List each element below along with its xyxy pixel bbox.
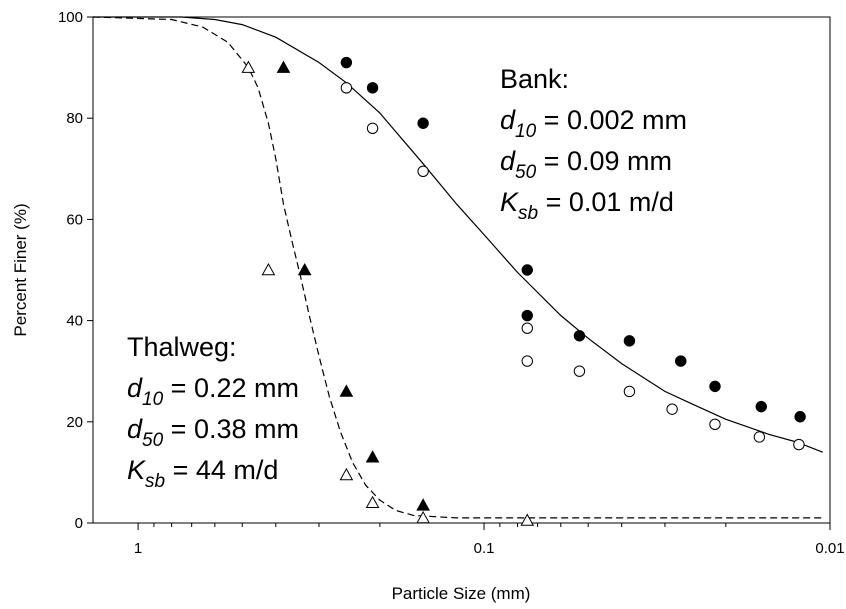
thalweg-point-open	[365, 495, 380, 509]
bank-point-filled	[366, 82, 379, 94]
bank-fit-curve	[93, 16, 823, 453]
y-axis-label: Percent Finer (%)	[11, 203, 30, 336]
x-tick-label: 1	[134, 540, 142, 557]
annotation-subscript: 10	[515, 121, 537, 142]
bank-point-open	[709, 418, 721, 431]
thalweg-point-open	[520, 513, 535, 526]
bank-point-open	[521, 322, 533, 334]
annotation-value: = 0.38 mm	[163, 414, 299, 444]
bank-annotation-line: d10 = 0.002 mm	[500, 105, 687, 142]
annotation-symbol: K	[127, 455, 146, 485]
bank-point-open	[753, 431, 766, 443]
thalweg-point-filled	[297, 262, 312, 276]
thalweg-annotation-line: d50 = 0.38 mm	[127, 414, 299, 451]
y-tick-label: 20	[66, 414, 83, 431]
thalweg-fit-curve	[92, 16, 823, 519]
thalweg-annotation-line: d10 = 0.22 mm	[127, 373, 299, 410]
x-tick-label: 0.01	[815, 540, 844, 557]
annotation-value: = 44 m/d	[165, 455, 278, 485]
bank-point-open	[793, 438, 805, 451]
thalweg-point-filled	[365, 450, 380, 463]
bank-point-filled	[340, 56, 353, 69]
y-tick-label: 100	[58, 9, 83, 26]
annotation-symbol: d	[500, 105, 516, 135]
bank-point-open	[521, 355, 533, 367]
annotation-value: = 0.09 mm	[536, 146, 672, 176]
y-tick-label: 0	[75, 515, 83, 532]
annotation-symbol: d	[127, 373, 143, 403]
bank-point-filled	[521, 264, 533, 276]
annotation-subscript: sb	[518, 203, 538, 224]
annotation-symbol: K	[500, 187, 519, 217]
thalweg-point-open	[241, 60, 256, 73]
bank-annotation-line: Ksb = 0.01 m/d	[500, 187, 674, 224]
bank-point-filled	[755, 400, 767, 413]
thalweg-point-open	[261, 262, 276, 276]
bank-point-filled	[417, 117, 429, 129]
annotation-symbol: Thalweg:	[127, 332, 237, 362]
annotation-subscript: sb	[145, 471, 165, 492]
bank-point-filled	[573, 330, 586, 342]
annotation-value: = 0.22 mm	[163, 373, 299, 403]
y-tick-label: 80	[66, 110, 83, 127]
annotation-subscript: 50	[515, 162, 537, 183]
bank-point-open	[340, 82, 353, 94]
bank-annotation-line: d50 = 0.09 mm	[500, 146, 672, 183]
annotation-symbol: d	[500, 146, 516, 176]
thalweg-point-filled	[416, 498, 430, 511]
bank-point-open	[366, 122, 379, 135]
bank-point-filled	[675, 355, 687, 367]
bank-point-open	[623, 385, 636, 398]
bank-point-filled	[521, 309, 533, 322]
thalweg-point-open	[339, 467, 354, 481]
plot-area	[92, 16, 831, 524]
y-tick-label: 60	[66, 211, 83, 228]
annotation-symbol: Bank:	[500, 64, 569, 94]
annotation-symbol: d	[127, 414, 143, 444]
bank-point-filled	[794, 411, 806, 423]
x-axis-label: Particle Size (mm)	[392, 584, 531, 603]
x-tick-label: 0.1	[474, 540, 495, 557]
thalweg-point-filled	[276, 60, 291, 73]
y-tick-label: 40	[66, 313, 83, 330]
annotation-value: = 0.002 mm	[536, 105, 687, 135]
annotation-value: = 0.01 m/d	[538, 187, 674, 217]
bank-point-filled	[709, 380, 721, 393]
annotation-subscript: 50	[142, 430, 164, 451]
bank-point-open	[573, 365, 586, 377]
bank-point-filled	[623, 335, 636, 347]
thalweg-point-open	[416, 510, 430, 524]
bank-point-open	[666, 403, 678, 415]
annotation-subscript: 10	[142, 389, 164, 410]
thalweg-annotation-line: Ksb = 44 m/d	[127, 455, 278, 492]
thalweg-point-filled	[339, 384, 354, 397]
thalweg-annotation-line: Thalweg:	[127, 332, 237, 362]
bank-point-open	[417, 165, 429, 178]
bank-annotation-line: Bank:	[500, 64, 569, 94]
